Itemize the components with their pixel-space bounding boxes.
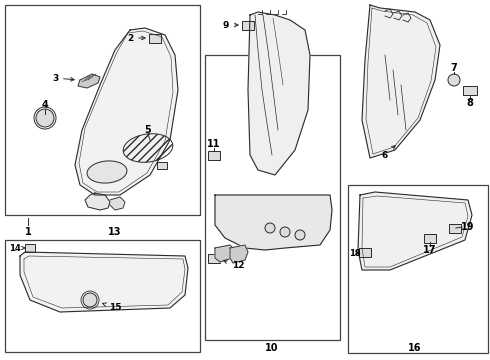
Text: 2: 2: [127, 33, 145, 42]
Bar: [208, 150, 220, 159]
Text: 16: 16: [408, 343, 422, 353]
Bar: [149, 33, 161, 42]
Text: 11: 11: [207, 139, 221, 149]
Polygon shape: [248, 12, 310, 175]
Text: 17: 17: [423, 245, 437, 255]
Text: 1: 1: [24, 227, 31, 237]
Bar: [25, 244, 35, 252]
Text: 12: 12: [223, 260, 244, 270]
Bar: [463, 86, 477, 95]
Bar: [348, 185, 488, 353]
Polygon shape: [75, 28, 178, 195]
Polygon shape: [215, 195, 332, 250]
Circle shape: [36, 109, 54, 127]
Text: 18: 18: [349, 248, 361, 257]
Bar: [5, 5, 200, 215]
Polygon shape: [78, 74, 100, 88]
Bar: [208, 253, 220, 262]
Ellipse shape: [87, 161, 127, 183]
Text: 7: 7: [451, 63, 457, 73]
Circle shape: [265, 223, 275, 233]
Bar: [242, 21, 254, 30]
Circle shape: [448, 74, 460, 86]
Bar: [5, 240, 200, 352]
Text: 19: 19: [461, 222, 475, 232]
Text: 10: 10: [265, 343, 279, 353]
Polygon shape: [215, 245, 235, 262]
Polygon shape: [358, 192, 472, 270]
Polygon shape: [20, 252, 188, 312]
Text: 6: 6: [382, 146, 395, 159]
Circle shape: [295, 230, 305, 240]
Text: 15: 15: [102, 303, 121, 312]
Text: 3: 3: [52, 73, 74, 82]
Circle shape: [280, 227, 290, 237]
Text: 13: 13: [108, 227, 122, 237]
Text: 4: 4: [42, 100, 49, 110]
Polygon shape: [85, 193, 110, 210]
Polygon shape: [230, 245, 248, 263]
Circle shape: [83, 293, 97, 307]
Polygon shape: [362, 5, 440, 158]
Text: 9: 9: [223, 21, 238, 30]
Text: 14: 14: [9, 243, 25, 252]
Bar: [205, 55, 340, 340]
Bar: [359, 248, 371, 257]
Bar: [424, 234, 436, 243]
Bar: [157, 162, 167, 168]
Text: 8: 8: [466, 98, 473, 108]
Circle shape: [95, 165, 109, 179]
Bar: [449, 224, 461, 233]
Text: 5: 5: [145, 125, 151, 135]
Polygon shape: [110, 197, 125, 210]
